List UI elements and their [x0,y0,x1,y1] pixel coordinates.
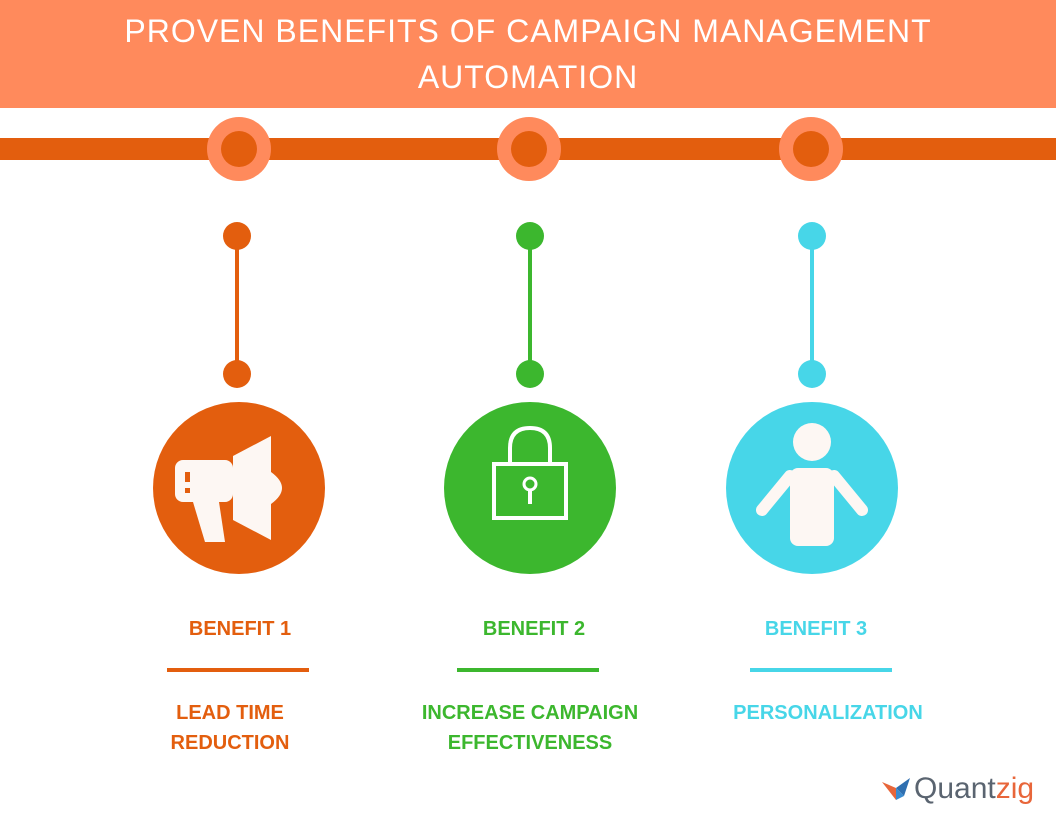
connector-line-1 [235,236,239,376]
benefit-3-description: PERSONALIZATION [688,698,968,728]
benefit-3-badge [726,402,898,574]
timeline-node-3-center [793,131,829,167]
benefit-2-description-line-2: EFFECTIVENESS [447,732,613,754]
timeline-node-1-center [221,131,257,167]
benefit-1-description-line-1: LEAD TIME [176,702,284,724]
timeline-node-2-center [511,131,547,167]
person-icon [756,423,868,546]
megaphone-icon [175,436,282,542]
benefit-2-description: INCREASE CAMPAIGN EFFECTIVENESS [390,698,670,758]
benefit-2-description-line-1: INCREASE CAMPAIGN [421,702,639,724]
logo-text-accent: zig [995,772,1035,805]
connector-bottom-dot-2 [516,360,544,388]
connector-line-3 [810,236,814,376]
benefit-1-label: BENEFIT 1 [188,618,292,640]
benefit-1-description: LEAD TIME REDUCTION [90,698,370,758]
timeline-node-2 [497,117,561,181]
page-title-line-1: PROVEN BENEFITS OF CAMPAIGN MANAGEMENT [124,13,932,49]
connector-line-2 [528,236,532,376]
benefit-2-underline [457,668,599,672]
connector-bottom-dot-3 [798,360,826,388]
timeline-node-3 [779,117,843,181]
title-banner: PROVEN BENEFITS OF CAMPAIGN MANAGEMENT A… [0,0,1056,108]
benefit-2-label: BENEFIT 2 [482,618,586,640]
benefit-1-description-line-2: REDUCTION [170,732,290,754]
benefit-2-badge [444,402,616,574]
connector-bottom-dot-1 [223,360,251,388]
logo-text-main: Quant [914,772,996,805]
benefit-1-badge [153,402,325,574]
padlock-icon [492,425,568,520]
page-title-line-2: AUTOMATION [417,59,639,95]
timeline-node-1 [207,117,271,181]
logo-mark-icon [882,778,910,800]
benefit-3-description-line-1: PERSONALIZATION [733,702,923,724]
benefit-3-underline [750,668,892,672]
benefit-3-label: BENEFIT 3 [764,618,868,640]
benefit-1-underline [167,668,309,672]
quantzig-logo: Quant zig [880,772,1034,806]
